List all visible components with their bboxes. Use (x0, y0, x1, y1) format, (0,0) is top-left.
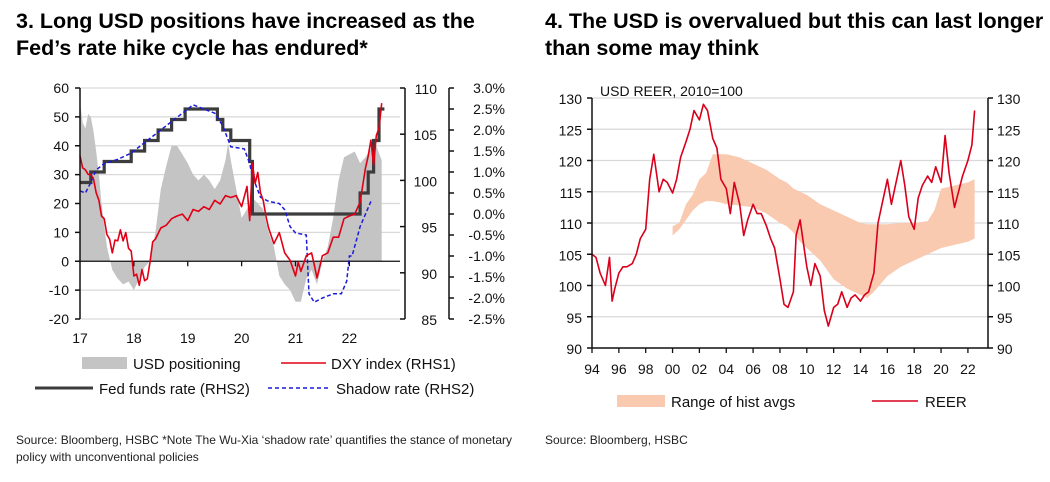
left-axis-label: -20 (49, 311, 69, 327)
chart4-title: 4. The USD is overvalued but this can la… (545, 9, 1044, 60)
right-axis-label: 115 (997, 185, 1020, 201)
usd-positioning-area (80, 102, 382, 302)
left-axis-label: 95 (566, 310, 582, 326)
left-axis-label: 105 (559, 247, 583, 263)
right-axis-1-label: 85 (421, 312, 437, 328)
right-axis-1-label: 110 (415, 81, 438, 97)
right-axis-label: 130 (997, 91, 1021, 107)
legend-label-hist-avgs: Range of hist avgs (671, 394, 795, 411)
x-axis-label: 02 (692, 361, 708, 377)
right-axis-label: 105 (997, 247, 1021, 263)
left-axis-label: 125 (559, 122, 583, 138)
chart4-subtitle: USD REER, 2010=100 (600, 83, 743, 99)
hist-avgs-band (672, 154, 975, 298)
x-axis-label: 96 (611, 361, 627, 377)
shadow-rate-line (79, 103, 372, 304)
left-axis-label: 115 (560, 185, 583, 201)
right-axis-label: 125 (997, 122, 1021, 138)
chart3-title: 3. Long USD positions have increased as … (16, 9, 475, 60)
legend-label-dxy: DXY index (RHS1) (331, 356, 456, 373)
right-axis-2-label: 0.0% (473, 206, 505, 222)
legend-swatch-hist-avgs (617, 395, 665, 407)
x-axis-label: 08 (772, 361, 788, 377)
x-axis-label: 10 (799, 361, 815, 377)
legend-swatch-usd-positioning (82, 357, 127, 369)
x-axis-label: 06 (745, 361, 761, 377)
chart3-series-lines (79, 103, 385, 304)
right-axis-label: 120 (997, 154, 1021, 170)
x-axis-label: 98 (638, 361, 654, 377)
reer-line (591, 103, 976, 327)
left-axis-label: 0 (61, 253, 69, 269)
fed-funds-rate-line (80, 107, 385, 216)
chart4-axes (587, 97, 993, 353)
right-axis-2-label: -0.5% (468, 227, 505, 243)
x-axis-label: 14 (853, 361, 869, 377)
chart4-source: Source: Bloomberg, HSBC (545, 433, 688, 447)
x-axis-label: 20 (234, 330, 250, 346)
legend-label-fed-funds: Fed funds rate (RHS2) (99, 381, 250, 398)
left-axis-label: 130 (559, 91, 583, 107)
dxy-index-line (79, 103, 383, 287)
left-axis-label: 20 (53, 196, 69, 212)
chart4-tick-labels: 130 130 125 125 120 120 115 115 110 110 105 105 100 1… (559, 91, 1021, 377)
right-axis-2-label: 1.5% (473, 143, 505, 159)
x-axis-label: 21 (288, 330, 304, 346)
left-axis-label: 10 (53, 224, 69, 240)
x-axis-label: 19 (180, 330, 196, 346)
legend-label-shadow-rate: Shadow rate (RHS2) (336, 381, 474, 398)
x-axis-label: 20 (933, 361, 949, 377)
right-axis-1-label: 100 (414, 173, 438, 189)
x-axis-label: 16 (880, 361, 896, 377)
left-axis-label: 60 (53, 80, 69, 96)
x-axis-label: 04 (718, 361, 734, 377)
x-axis-label: 17 (72, 330, 88, 346)
right-axis-label: 95 (997, 310, 1013, 326)
chart3-positioning-area (80, 102, 382, 302)
left-axis-label: 110 (560, 216, 583, 232)
right-axis-label: 100 (997, 279, 1021, 295)
x-axis-label: 22 (342, 330, 358, 346)
right-axis-2-label: 1.0% (473, 164, 505, 180)
legend-label-reer: REER (925, 394, 967, 411)
left-axis-label: 100 (559, 279, 583, 295)
legend-label-usd-positioning: USD positioning (133, 356, 241, 373)
chart3-axes (75, 87, 454, 320)
x-axis-label: 00 (665, 361, 681, 377)
right-axis-2-label: 2.0% (473, 122, 505, 138)
left-axis-label: 30 (53, 167, 69, 183)
left-axis-label: 50 (53, 109, 69, 125)
right-axis-label: 110 (997, 216, 1020, 232)
chart3-legend: USD positioning DXY index (RHS1) Fed fun… (35, 356, 474, 398)
right-axis-1-label: 95 (421, 220, 437, 236)
x-axis-label: 18 (126, 330, 142, 346)
right-axis-1-label: 90 (421, 266, 437, 282)
right-axis-2-label: 0.5% (473, 185, 505, 201)
left-axis-label: 90 (566, 341, 582, 357)
chart4-legend: Range of hist avgs REER (617, 394, 967, 411)
chart3-source: Source: Bloomberg, HSBC *Note The Wu-Xia… (16, 433, 513, 464)
chart4-hist-avg-band (672, 154, 975, 298)
left-axis-label: -10 (49, 282, 69, 298)
x-axis-label: 18 (906, 361, 922, 377)
right-axis-2-label: -1.5% (468, 269, 505, 285)
right-axis-2-label: 3.0% (473, 80, 505, 96)
right-axis-2-label: -2.5% (468, 311, 505, 327)
right-axis-2-label: -2.0% (468, 290, 505, 306)
right-axis-2-label: -1.0% (468, 248, 505, 264)
x-axis-label: 22 (960, 361, 976, 377)
x-axis-label: 12 (826, 361, 842, 377)
right-axis-2-label: 2.5% (473, 101, 505, 117)
chart4-reer-line (591, 103, 976, 327)
x-axis-label: 94 (584, 361, 600, 377)
left-axis-label: 120 (559, 154, 583, 170)
left-axis-label: 40 (53, 138, 69, 154)
right-axis-1-label: 105 (414, 127, 438, 143)
right-axis-label: 90 (997, 341, 1013, 357)
